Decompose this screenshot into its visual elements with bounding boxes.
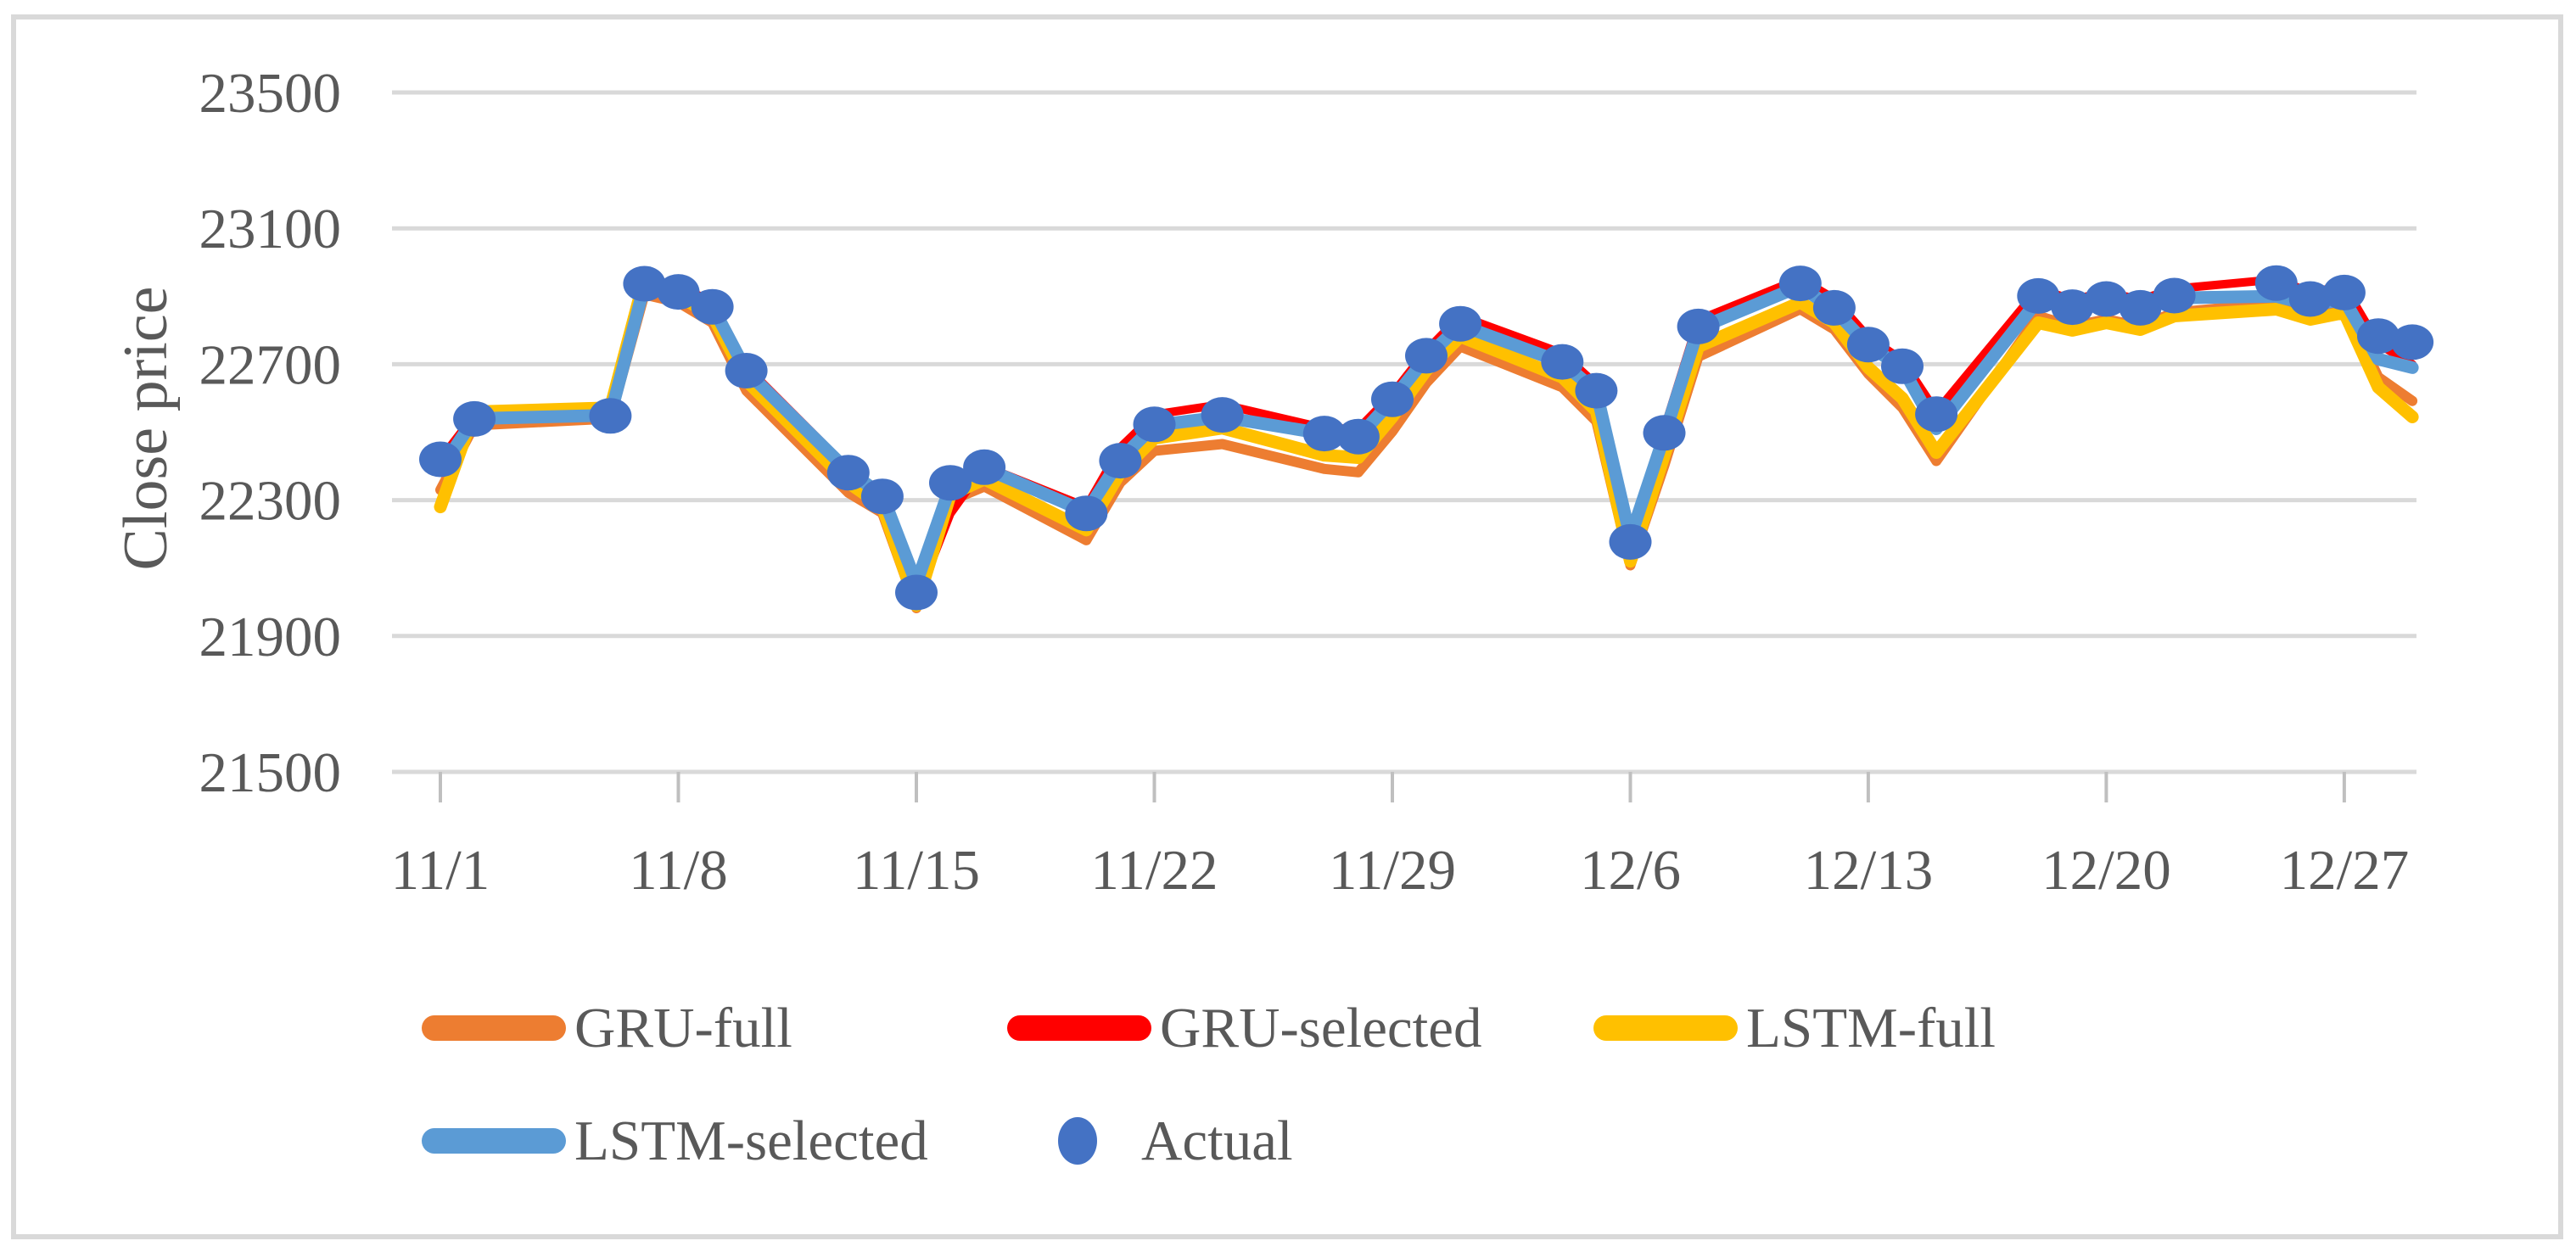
svg-text:23500: 23500 — [199, 62, 342, 125]
y-axis-title: Close price — [111, 287, 181, 571]
svg-text:12/27: 12/27 — [2280, 839, 2410, 902]
series-actual-dots — [419, 265, 2434, 611]
x-axis-labels: 11/1 11/8 11/15 11/22 11/29 12/6 12/13 12/20 12/… — [391, 839, 2410, 902]
gru-selected-line-swatch — [1007, 1015, 1151, 1041]
legend-item-lstm-selected: LSTM-selected — [422, 1107, 928, 1175]
svg-text:21900: 21900 — [199, 606, 342, 668]
legend-label-gru-full: GRU-full — [574, 996, 792, 1059]
svg-text:11/8: 11/8 — [629, 839, 728, 902]
svg-text:12/13: 12/13 — [1804, 839, 1934, 902]
lstm-selected-line-swatch — [422, 1128, 566, 1154]
svg-text:11/15: 11/15 — [853, 839, 980, 902]
actual-dot-swatch — [1058, 1117, 1097, 1165]
gru-full-line-swatch — [422, 1015, 566, 1041]
svg-text:11/1: 11/1 — [391, 839, 490, 902]
svg-text:12/6: 12/6 — [1580, 839, 1681, 902]
svg-text:11/29: 11/29 — [1329, 839, 1456, 902]
legend-item-gru-full: GRU-full — [422, 994, 792, 1062]
gridlines — [392, 90, 2416, 774]
legend-label-gru-selected: GRU-selected — [1160, 996, 1482, 1059]
svg-text:22300: 22300 — [199, 470, 342, 533]
svg-text:12/20: 12/20 — [2041, 839, 2171, 902]
svg-text:23100: 23100 — [199, 198, 342, 260]
legend-item-actual: Actual — [1043, 1107, 1293, 1175]
x-tick-marks — [439, 772, 2346, 802]
svg-text:11/22: 11/22 — [1090, 839, 1218, 902]
legend-item-lstm-full: LSTM-full — [1593, 994, 1996, 1062]
series-line-lstm-full — [434, 272, 2419, 612]
legend-label-actual: Actual — [1141, 1109, 1293, 1172]
legend-label-lstm-selected: LSTM-selected — [574, 1109, 928, 1172]
svg-text:22700: 22700 — [199, 333, 342, 396]
legend-label-lstm-full: LSTM-full — [1746, 996, 1996, 1059]
y-axis-labels: 21500 21900 22300 22700 23100 23500 — [199, 62, 342, 804]
legend-item-gru-selected: GRU-selected — [1007, 994, 1482, 1062]
svg-text:21500: 21500 — [199, 741, 342, 804]
lstm-full-line-swatch — [1593, 1015, 1738, 1041]
